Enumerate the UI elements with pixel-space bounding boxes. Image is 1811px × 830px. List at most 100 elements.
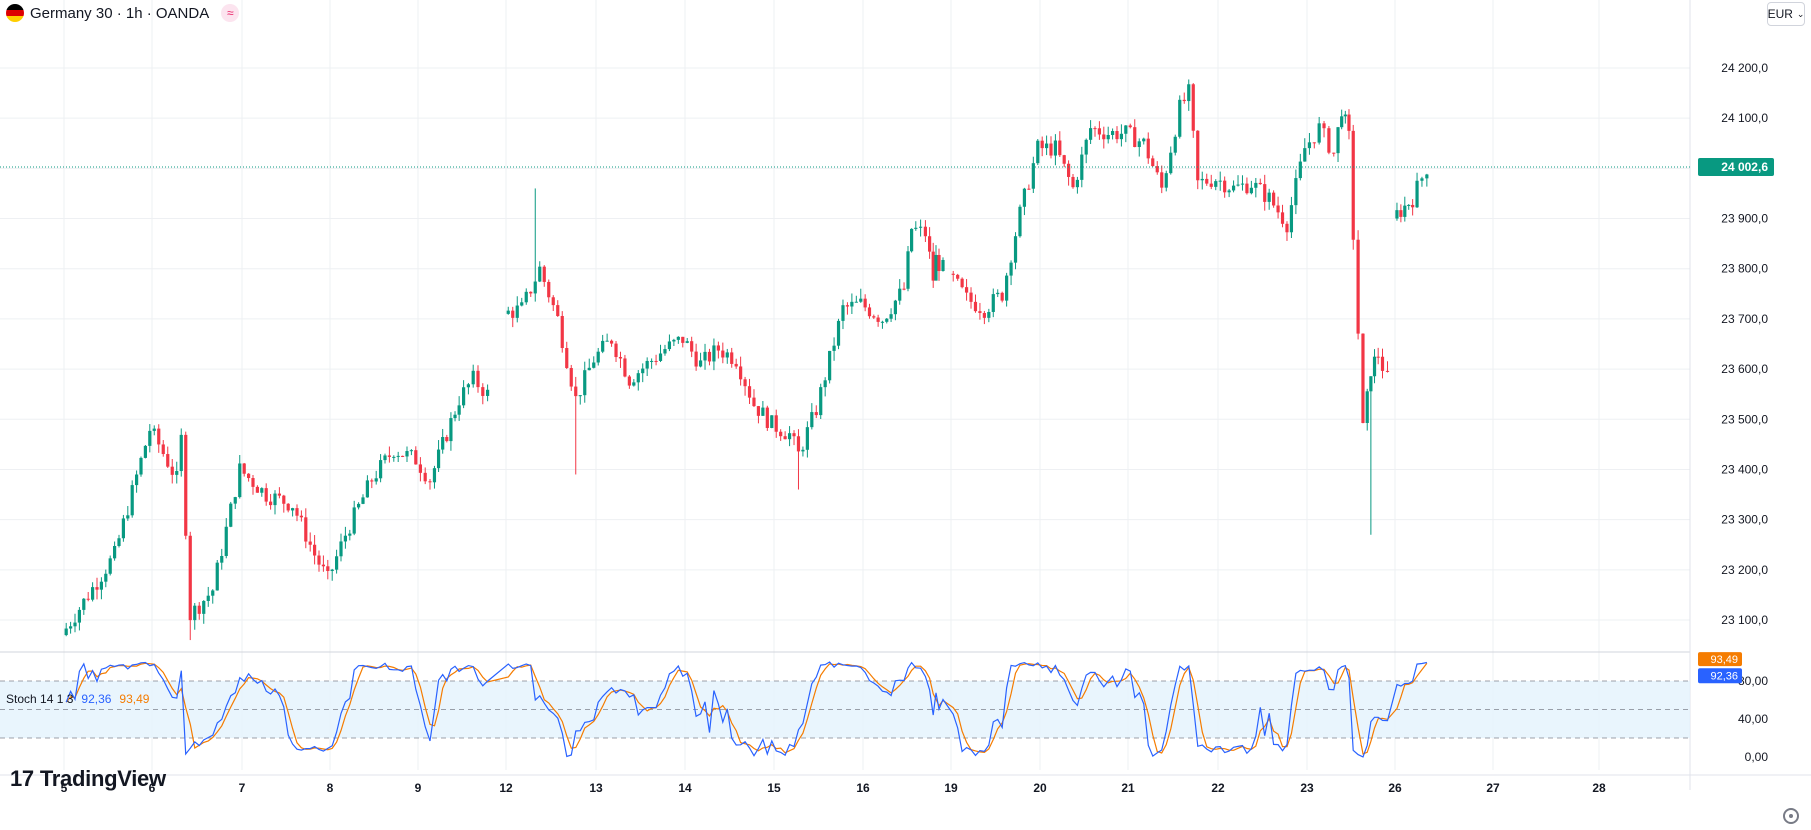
currency-selector[interactable]: EUR ⌄ [1767,2,1805,26]
candle-body [1240,183,1245,185]
candle-body [730,352,734,364]
candle-up [1403,196,1407,222]
candle-down [1058,131,1062,157]
candle-body [1236,184,1240,186]
candle-down [1276,196,1280,219]
time-tick-label: 27 [1486,781,1500,795]
candle-body [756,406,761,416]
candle-up [1187,79,1191,111]
candle-up [215,560,219,591]
candle-up [392,455,396,462]
candle-down [1049,136,1053,159]
candle-body [95,587,99,590]
candle-body [1332,152,1336,154]
candle-down [299,510,303,522]
candle-body [1289,205,1294,233]
candle-body [264,488,268,502]
candle-down [707,348,712,366]
candle-up [1415,172,1419,208]
candle-up [73,613,77,633]
candle-up [352,500,356,536]
candle-up [121,514,125,542]
chart-settings-icon[interactable] [1783,808,1799,824]
candle-body [466,384,470,388]
candle-up [1343,110,1347,124]
candle-body [707,351,712,362]
candle-body [269,501,273,506]
candle-up [432,465,437,489]
candle-body [814,412,818,416]
candle-down [627,375,631,389]
candle-down [618,351,623,368]
candle-body [423,472,427,482]
candle-body [361,497,365,504]
candle-up [592,356,596,369]
candle-body [685,341,689,343]
candle-body [224,526,228,556]
candle-body [1102,134,1106,140]
candle-down [747,378,752,404]
candle-up [658,344,663,363]
candle-body [1317,123,1321,143]
candle-body [1223,180,1227,193]
candle-up [1289,196,1294,239]
candle-body [676,336,680,340]
candle-up [1169,146,1173,175]
candle-body [1062,155,1066,164]
candle-body [392,456,396,458]
candle-down [623,354,627,378]
candle-up [396,451,400,462]
candle-down [730,347,734,368]
candle-down [756,405,761,424]
candle-body [1146,138,1150,159]
candle-body [1022,188,1027,207]
candle-up [383,453,387,464]
candle-body [587,367,591,371]
candle-up [77,607,81,631]
candle-body [1218,180,1222,182]
candle-body [743,379,747,387]
candle-down [654,354,658,366]
candle-body [902,288,906,290]
candle-down [814,405,818,419]
candle-body [91,587,95,600]
tradingview-logo[interactable]: 17 TradingView [10,766,166,792]
candle-down [1133,119,1137,148]
candle-body [130,485,134,516]
candle-down [308,532,312,552]
candle-down [569,364,573,391]
candle-down [1245,177,1249,195]
candle-body [872,316,876,318]
candle-body [348,533,352,536]
candle-body [845,305,850,307]
symbol-title[interactable]: Germany 30 · 1h · OANDA [30,4,210,22]
candle-down [1093,126,1097,137]
price-tick-label: 23 100,0 [1721,613,1768,627]
candle-up [583,361,587,403]
candle-up [703,343,707,370]
stoch-legend[interactable]: Stoch 14 1 3 92,36 93,49 [6,692,149,706]
candle-up [685,337,689,344]
candle-body [401,455,405,457]
candle-down [1102,126,1106,149]
candle-body [623,358,627,377]
candle-up [524,288,528,305]
data-badge-icon[interactable]: ≈ [221,4,240,22]
candle-body [436,449,441,469]
candle-body [247,473,251,479]
candle-body [1280,212,1285,224]
candle-body [1031,163,1035,189]
candle-up [1307,133,1312,155]
candle-body [596,351,600,363]
candle-body [529,291,533,294]
candle-down [1280,204,1285,228]
candle-body [823,380,827,388]
candle-down [542,265,546,287]
candle-body [445,437,449,442]
symbol-header[interactable]: Germany 30 · 1h · OANDA ≈ [6,3,240,23]
candle-body [1380,356,1385,371]
candle-down [414,446,418,465]
candle-up [193,603,197,630]
